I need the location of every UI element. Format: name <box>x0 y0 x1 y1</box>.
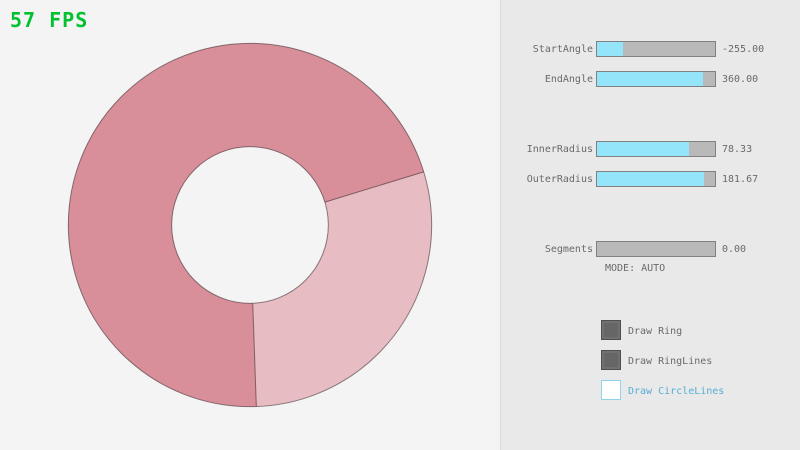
slider-value: 78.33 <box>722 144 753 155</box>
slider-row-endangle: EndAngle 360.00 <box>501 70 800 90</box>
controls-panel: StartAngle -255.00 EndAngle 360.00 Inner… <box>500 0 800 450</box>
checkbox-row-draw-circlelines: Draw CircleLines <box>501 380 800 400</box>
draw-circlelines-checkbox[interactable] <box>601 380 621 400</box>
slider-fill <box>597 172 705 186</box>
slider-value: -255.00 <box>722 44 765 55</box>
slider-fill <box>597 142 690 156</box>
slider-label: StartAngle <box>532 44 593 55</box>
outerradius-slider[interactable] <box>596 171 716 187</box>
checkbox-label: Draw RingLines <box>628 356 713 367</box>
slider-label: OuterRadius <box>526 174 593 185</box>
slider-label: InnerRadius <box>526 144 593 155</box>
ring-shape <box>67 42 433 408</box>
slider-row-segments: Segments 0.00 <box>501 240 800 260</box>
slider-fill <box>597 42 623 56</box>
slider-row-startangle: StartAngle -255.00 <box>501 40 800 60</box>
slider-fill <box>597 72 704 86</box>
slider-value: 360.00 <box>722 74 759 85</box>
slider-row-outerradius: OuterRadius 181.67 <box>501 170 800 190</box>
slider-label: Segments <box>544 244 593 255</box>
endangle-slider[interactable] <box>596 71 716 87</box>
checkbox-row-draw-ringlines: Draw RingLines <box>501 350 800 370</box>
checkbox-label: Draw CircleLines <box>628 386 725 397</box>
checkbox-label: Draw Ring <box>628 326 683 337</box>
draw-ring-checkbox[interactable] <box>601 320 621 340</box>
mode-label: MODE: AUTO <box>605 263 666 274</box>
segments-slider[interactable] <box>596 241 716 257</box>
checkbox-row-draw-ring: Draw Ring <box>501 320 800 340</box>
startangle-slider[interactable] <box>596 41 716 57</box>
slider-row-innerradius: InnerRadius 78.33 <box>501 140 800 160</box>
slider-value: 0.00 <box>722 244 747 255</box>
draw-ringlines-checkbox[interactable] <box>601 350 621 370</box>
slider-value: 181.67 <box>722 174 759 185</box>
innerradius-slider[interactable] <box>596 141 716 157</box>
fps-counter: 57 FPS <box>10 8 89 32</box>
slider-label: EndAngle <box>544 74 593 85</box>
